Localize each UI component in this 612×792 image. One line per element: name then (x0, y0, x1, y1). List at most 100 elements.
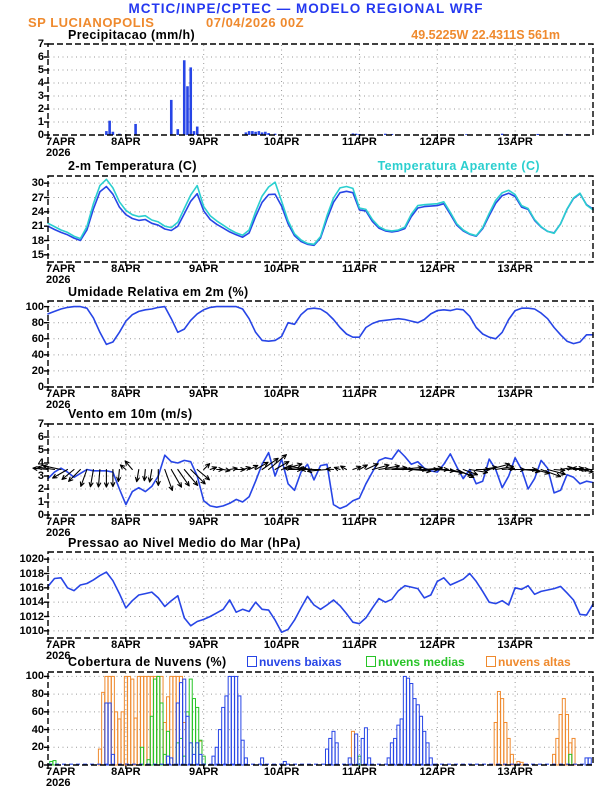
cloud-bar-blue (393, 737, 398, 766)
series-line-cyan (47, 178, 594, 246)
pressure-panel-title: Pressao ao Nivel Medio do Mar (hPa) (68, 536, 301, 550)
y-tick-label: 1020 (19, 553, 44, 566)
x-tick-label: 10APR (263, 766, 300, 778)
wind-vector-arrow (222, 467, 231, 473)
wind-vector-arrow (52, 468, 69, 479)
x-tick-label: 10APR (263, 639, 300, 651)
wind-vector-arrow (325, 466, 335, 472)
cloud-bar-orange (506, 737, 511, 766)
cloud-bar-orange (561, 698, 566, 766)
x-tick-label: 10APR (263, 263, 300, 275)
precip-bar (254, 131, 257, 135)
series-line-blue (47, 571, 594, 634)
cloud-bar-blue (198, 753, 203, 766)
cloud-bar-blue (334, 742, 339, 766)
y-tick-label: 4 (37, 77, 44, 89)
y-tick-label: 2 (37, 103, 44, 115)
y-tick-label: 30 (31, 177, 44, 190)
cloud-bar-blue (191, 753, 196, 766)
x-tick-label: 9APR (189, 136, 219, 148)
y-tick-label: 100 (25, 670, 44, 683)
y-tick-label: 60 (31, 705, 44, 718)
cloud-bar-blue (399, 718, 404, 766)
wind-vector-arrow (116, 468, 122, 483)
cloud-bar-blue (169, 757, 174, 766)
cloud-bar-orange (555, 737, 560, 766)
y-tick-label: 0 (37, 129, 44, 141)
precip-bar (192, 131, 196, 135)
panel-border (47, 175, 594, 263)
cloud-bar-orange (571, 737, 576, 766)
x-tick-label: 13APR (497, 388, 533, 400)
x-tick-label: 12APR (419, 388, 456, 400)
y-tick-label: 100 (25, 300, 44, 313)
y-tick-label: 7 (37, 418, 44, 430)
wind-vector-arrow (488, 462, 511, 471)
cloud-bar-blue (428, 757, 433, 766)
cloud-bar-orange (117, 718, 122, 766)
x-tick-label: 13APR (497, 263, 533, 275)
x-tick-label: 7APR (46, 516, 76, 528)
x-tick-label: 13APR (497, 136, 533, 148)
x-tick-label: 8APR (111, 136, 141, 148)
x-tick-label: 10APR (263, 388, 300, 400)
wind-vector-arrow (88, 468, 94, 488)
x-tick-label: 7APR (46, 263, 76, 275)
x-tick-label: 7APR (46, 388, 76, 400)
precip-bar (108, 120, 111, 135)
y-tick-label: 5 (37, 444, 44, 456)
precip-bar (264, 131, 267, 135)
x-tick-label: 11APR (341, 388, 377, 400)
wind-vector-arrow (134, 468, 140, 483)
cloud-bar-blue (331, 730, 336, 766)
y-tick-label: 80 (31, 688, 44, 701)
x-tick-label: 7APR (46, 136, 76, 148)
x-tick-year-label: 2026 (46, 527, 71, 539)
cloud-bar-orange (136, 675, 141, 766)
cloud-bar-green (156, 675, 161, 766)
precip-bar (182, 60, 186, 135)
precip-bar (267, 133, 270, 135)
x-tick-label: 13APR (497, 516, 533, 528)
y-tick-label: 6 (37, 51, 44, 63)
mid-clouds-swatch-icon (366, 656, 376, 667)
x-tick-label: 8APR (111, 766, 141, 778)
cloud-bar-blue (185, 715, 190, 766)
wind-vector-arrow (203, 463, 211, 471)
precip-bar (111, 131, 115, 135)
x-tick-label: 9APR (189, 263, 219, 275)
precip-bar (500, 133, 504, 135)
wind-vector-arrow (96, 468, 102, 488)
x-tick-label: 13APR (497, 639, 533, 651)
cloud-bar-orange (558, 714, 563, 766)
wind-vector-arrow (229, 466, 238, 472)
cloud-bar-orange (172, 675, 177, 766)
y-tick-label: 1016 (19, 581, 44, 594)
cloud-bar-orange (509, 753, 514, 766)
cloud-bar-blue (227, 675, 232, 766)
cloud-bar-green (159, 702, 164, 766)
wind-vector-arrow (340, 465, 348, 471)
precip-panel-title: Precipitacao (mm/h) (68, 28, 196, 42)
wind-vector-arrow (365, 463, 379, 471)
wind-vector-arrow (190, 468, 206, 485)
run-datetime-label: 07/04/2026 00Z (206, 15, 305, 30)
x-tick-label: 11APR (341, 136, 377, 148)
cloud-bar-orange (500, 698, 505, 766)
cloud-bar-green (162, 753, 167, 766)
cloud-bar-orange (146, 675, 151, 766)
x-tick-label: 9APR (189, 766, 219, 778)
x-tick-label: 8APR (111, 639, 141, 651)
y-tick-label: 0 (37, 509, 44, 521)
wind-vector-arrow (255, 461, 269, 471)
x-tick-label: 9APR (189, 639, 219, 651)
wind-vector-arrow (248, 464, 259, 471)
wind-vector-arrow (124, 460, 133, 471)
panel-border (47, 43, 594, 136)
x-tick-label: 13APR (497, 766, 533, 778)
precip-bar (257, 131, 261, 135)
precip-bar (351, 133, 355, 135)
wind-vector-arrow (462, 468, 479, 476)
series-line-blue (47, 305, 594, 346)
